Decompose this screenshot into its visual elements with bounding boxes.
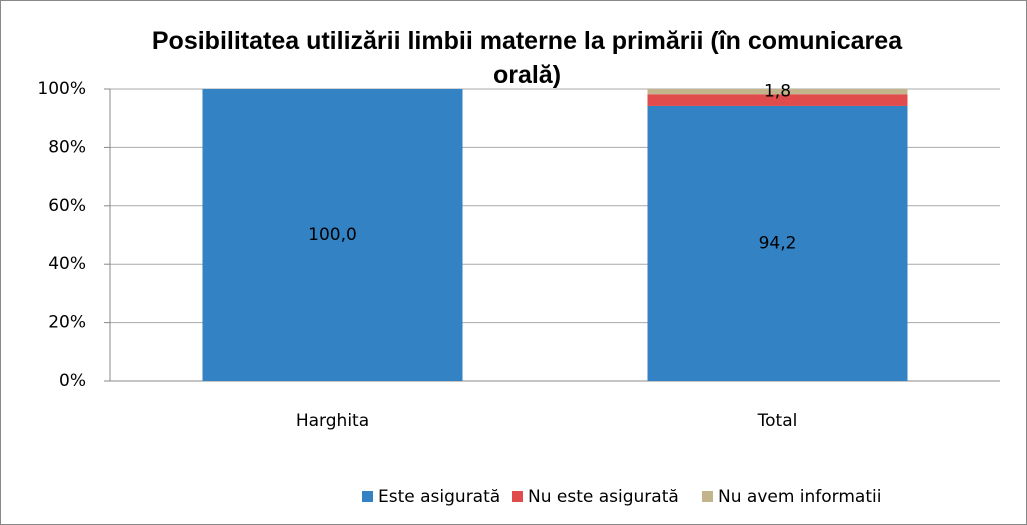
bar-segment bbox=[647, 105, 908, 381]
y-tick-label: 20% bbox=[48, 313, 86, 333]
y-tick-label: 40% bbox=[48, 254, 86, 274]
y-tick-label: 0% bbox=[59, 371, 86, 391]
legend-swatch bbox=[362, 491, 373, 502]
y-tick-label: 80% bbox=[48, 137, 86, 157]
bar-segment bbox=[647, 94, 908, 106]
legend-swatch bbox=[512, 491, 523, 502]
bar-segment bbox=[202, 89, 463, 381]
legend-label: Nu avem informatii bbox=[718, 487, 881, 507]
legend-swatch bbox=[702, 491, 713, 502]
legend-label: Este asigurată bbox=[378, 487, 500, 507]
value-label: 100,0 bbox=[308, 225, 357, 245]
value-label: 1,8 bbox=[764, 82, 791, 102]
x-tick-label: Harghita bbox=[296, 411, 369, 431]
y-tick-label: 60% bbox=[48, 196, 86, 216]
legend-label: Nu este asigurată bbox=[528, 487, 679, 507]
chart-title: Posibilitatea utilizării limbii materne … bbox=[151, 27, 903, 89]
bar-segment bbox=[647, 89, 908, 95]
value-label: 94,2 bbox=[759, 233, 797, 253]
x-tick-label: Total bbox=[757, 411, 798, 431]
y-tick-label: 100% bbox=[37, 79, 86, 99]
